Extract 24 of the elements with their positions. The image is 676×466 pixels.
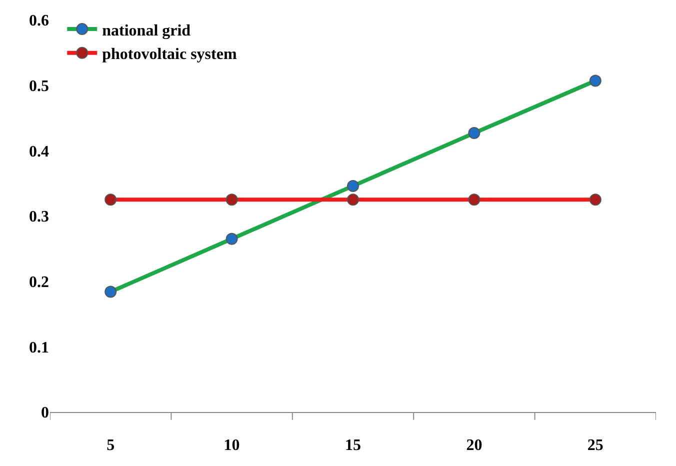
x-tick-label: 15 <box>345 437 361 454</box>
point <box>589 194 602 206</box>
y-tick-label: 0.1 <box>29 339 49 356</box>
legend-label: photovoltaic system <box>102 46 238 64</box>
x-tick-label: 10 <box>224 437 240 454</box>
legend-label: national grid <box>102 22 191 40</box>
point <box>226 232 238 245</box>
y-tick-label: 0.2 <box>29 274 49 291</box>
point <box>468 194 480 206</box>
point <box>104 286 117 298</box>
point <box>347 194 359 206</box>
y-tick-label: 0.5 <box>29 78 49 95</box>
y-tick-label: 0 <box>41 404 49 422</box>
y-tick-label: 0.4 <box>29 143 49 160</box>
point <box>347 180 359 192</box>
x-tick-label: 20 <box>466 437 482 454</box>
y-tick-label: 0.3 <box>29 208 49 226</box>
y-tick-label: 0.6 <box>29 12 49 30</box>
point <box>104 194 117 206</box>
x-tick-label: 25 <box>587 437 604 454</box>
point <box>226 194 238 206</box>
point <box>468 127 480 140</box>
x-tick-label: 5 <box>106 437 115 454</box>
point <box>589 74 602 87</box>
